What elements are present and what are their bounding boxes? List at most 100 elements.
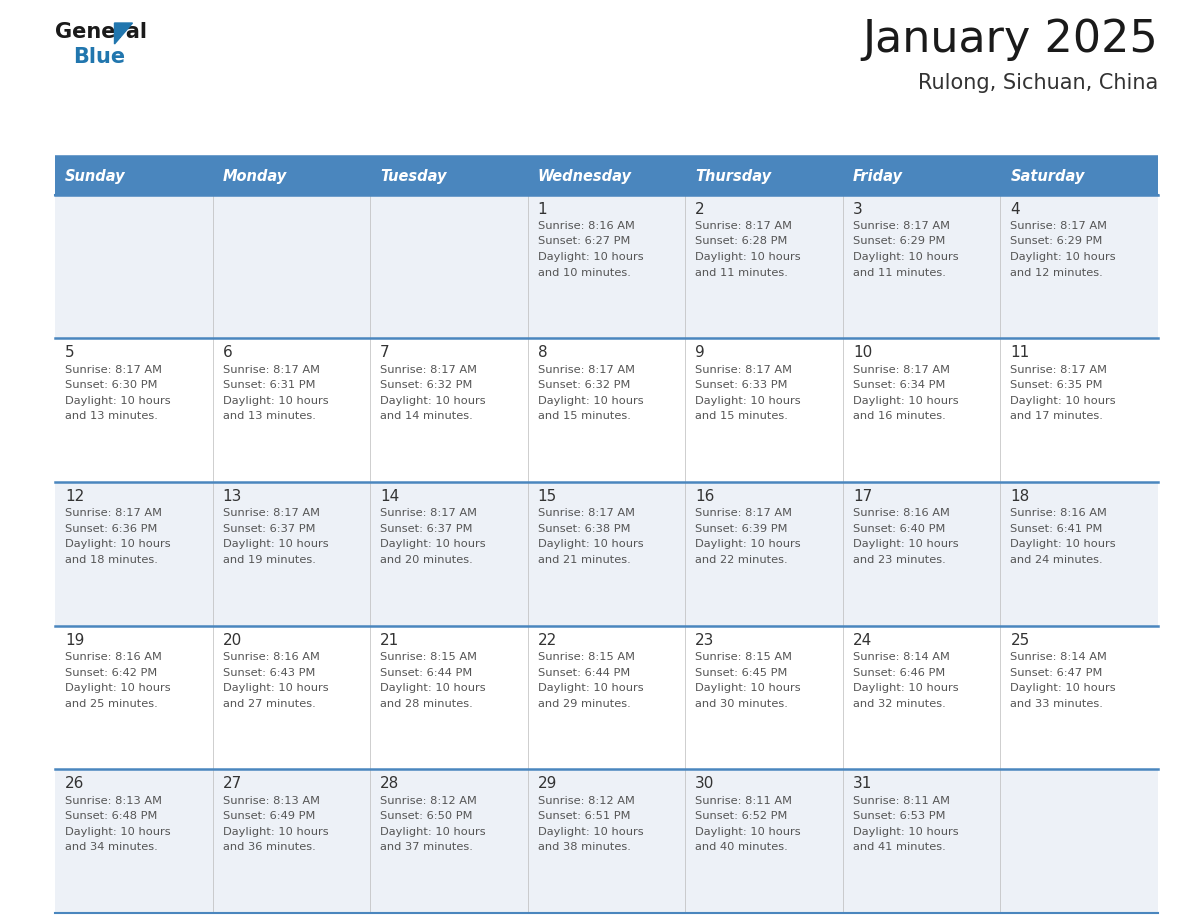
Bar <box>55 482 1158 625</box>
Text: Sunset: 6:44 PM: Sunset: 6:44 PM <box>538 667 630 677</box>
Text: Daylight: 10 hours: Daylight: 10 hours <box>695 683 801 693</box>
Text: and 11 minutes.: and 11 minutes. <box>853 267 946 277</box>
Text: 20: 20 <box>222 633 242 647</box>
Text: Sunset: 6:31 PM: Sunset: 6:31 PM <box>222 380 315 390</box>
Text: and 19 minutes.: and 19 minutes. <box>222 554 316 565</box>
Text: Sunrise: 8:17 AM: Sunrise: 8:17 AM <box>380 509 478 519</box>
Text: Daylight: 10 hours: Daylight: 10 hours <box>853 540 959 549</box>
Text: Daylight: 10 hours: Daylight: 10 hours <box>1011 683 1116 693</box>
Bar <box>527 158 685 195</box>
Text: 30: 30 <box>695 777 715 791</box>
Text: Daylight: 10 hours: Daylight: 10 hours <box>380 540 486 549</box>
Text: and 37 minutes.: and 37 minutes. <box>380 843 473 852</box>
Text: Daylight: 10 hours: Daylight: 10 hours <box>1011 252 1116 262</box>
Text: and 36 minutes.: and 36 minutes. <box>222 843 315 852</box>
Text: Sunrise: 8:17 AM: Sunrise: 8:17 AM <box>380 364 478 375</box>
Text: Sunset: 6:32 PM: Sunset: 6:32 PM <box>538 380 630 390</box>
Text: and 14 minutes.: and 14 minutes. <box>380 411 473 421</box>
Text: 7: 7 <box>380 345 390 360</box>
Text: Sunset: 6:27 PM: Sunset: 6:27 PM <box>538 237 630 247</box>
Text: Sunrise: 8:17 AM: Sunrise: 8:17 AM <box>853 221 950 231</box>
Text: Sunrise: 8:17 AM: Sunrise: 8:17 AM <box>65 364 162 375</box>
Text: and 13 minutes.: and 13 minutes. <box>65 411 158 421</box>
Text: Sunrise: 8:17 AM: Sunrise: 8:17 AM <box>538 509 634 519</box>
Text: Sunset: 6:45 PM: Sunset: 6:45 PM <box>695 667 788 677</box>
Text: Sunset: 6:35 PM: Sunset: 6:35 PM <box>1011 380 1102 390</box>
Text: 31: 31 <box>853 777 872 791</box>
Text: 1: 1 <box>538 201 548 217</box>
Text: Sunset: 6:32 PM: Sunset: 6:32 PM <box>380 380 473 390</box>
Text: Wednesday: Wednesday <box>538 169 632 184</box>
Text: 13: 13 <box>222 489 242 504</box>
Bar <box>55 769 1158 913</box>
Text: and 20 minutes.: and 20 minutes. <box>380 554 473 565</box>
Text: Sunset: 6:53 PM: Sunset: 6:53 PM <box>853 812 946 822</box>
Text: Sunday: Sunday <box>65 169 126 184</box>
Text: Daylight: 10 hours: Daylight: 10 hours <box>695 252 801 262</box>
Text: and 18 minutes.: and 18 minutes. <box>65 554 158 565</box>
Text: Sunrise: 8:17 AM: Sunrise: 8:17 AM <box>853 364 950 375</box>
Text: Sunrise: 8:15 AM: Sunrise: 8:15 AM <box>695 652 792 662</box>
Text: and 32 minutes.: and 32 minutes. <box>853 699 946 709</box>
Bar <box>685 158 842 195</box>
Text: Sunset: 6:28 PM: Sunset: 6:28 PM <box>695 237 788 247</box>
Text: Sunrise: 8:17 AM: Sunrise: 8:17 AM <box>1011 364 1107 375</box>
Text: 4: 4 <box>1011 201 1020 217</box>
Text: Daylight: 10 hours: Daylight: 10 hours <box>853 252 959 262</box>
Text: Sunset: 6:39 PM: Sunset: 6:39 PM <box>695 524 788 534</box>
Text: Sunrise: 8:16 AM: Sunrise: 8:16 AM <box>222 652 320 662</box>
Text: Sunrise: 8:17 AM: Sunrise: 8:17 AM <box>538 364 634 375</box>
Bar <box>55 195 1158 338</box>
Text: and 15 minutes.: and 15 minutes. <box>695 411 788 421</box>
Text: 12: 12 <box>65 489 84 504</box>
Text: Daylight: 10 hours: Daylight: 10 hours <box>538 540 644 549</box>
Text: and 27 minutes.: and 27 minutes. <box>222 699 315 709</box>
Text: Sunrise: 8:14 AM: Sunrise: 8:14 AM <box>1011 652 1107 662</box>
Text: Daylight: 10 hours: Daylight: 10 hours <box>1011 396 1116 406</box>
Text: Daylight: 10 hours: Daylight: 10 hours <box>65 540 171 549</box>
Text: Sunset: 6:43 PM: Sunset: 6:43 PM <box>222 667 315 677</box>
Text: Daylight: 10 hours: Daylight: 10 hours <box>222 396 328 406</box>
Text: Blue: Blue <box>74 47 126 67</box>
Text: Sunrise: 8:16 AM: Sunrise: 8:16 AM <box>65 652 162 662</box>
Text: Sunrise: 8:12 AM: Sunrise: 8:12 AM <box>380 796 478 806</box>
Text: 24: 24 <box>853 633 872 647</box>
Text: 18: 18 <box>1011 489 1030 504</box>
Text: Sunrise: 8:12 AM: Sunrise: 8:12 AM <box>538 796 634 806</box>
Text: Sunrise: 8:17 AM: Sunrise: 8:17 AM <box>65 509 162 519</box>
Text: 11: 11 <box>1011 345 1030 360</box>
Text: 21: 21 <box>380 633 399 647</box>
Text: Daylight: 10 hours: Daylight: 10 hours <box>538 683 644 693</box>
Text: Saturday: Saturday <box>1011 169 1085 184</box>
Text: Sunset: 6:29 PM: Sunset: 6:29 PM <box>1011 237 1102 247</box>
Text: Sunset: 6:46 PM: Sunset: 6:46 PM <box>853 667 946 677</box>
Text: 2: 2 <box>695 201 704 217</box>
Text: 22: 22 <box>538 633 557 647</box>
Text: Sunrise: 8:16 AM: Sunrise: 8:16 AM <box>853 509 949 519</box>
Text: 5: 5 <box>65 345 75 360</box>
Text: 25: 25 <box>1011 633 1030 647</box>
Text: Friday: Friday <box>853 169 903 184</box>
Text: Daylight: 10 hours: Daylight: 10 hours <box>65 396 171 406</box>
Text: Sunset: 6:49 PM: Sunset: 6:49 PM <box>222 812 315 822</box>
Text: Sunset: 6:41 PM: Sunset: 6:41 PM <box>1011 524 1102 534</box>
Text: 3: 3 <box>853 201 862 217</box>
Text: 9: 9 <box>695 345 704 360</box>
Text: and 11 minutes.: and 11 minutes. <box>695 267 788 277</box>
Text: and 22 minutes.: and 22 minutes. <box>695 554 788 565</box>
Text: and 15 minutes.: and 15 minutes. <box>538 411 631 421</box>
Text: 10: 10 <box>853 345 872 360</box>
Text: Sunset: 6:37 PM: Sunset: 6:37 PM <box>380 524 473 534</box>
Text: and 29 minutes.: and 29 minutes. <box>538 699 631 709</box>
Text: and 40 minutes.: and 40 minutes. <box>695 843 788 852</box>
Text: Sunrise: 8:15 AM: Sunrise: 8:15 AM <box>380 652 478 662</box>
Text: 26: 26 <box>65 777 84 791</box>
Text: Sunrise: 8:17 AM: Sunrise: 8:17 AM <box>1011 221 1107 231</box>
Bar <box>55 158 213 195</box>
Polygon shape <box>114 23 133 44</box>
Text: Tuesday: Tuesday <box>380 169 447 184</box>
Text: Sunrise: 8:11 AM: Sunrise: 8:11 AM <box>695 796 792 806</box>
Text: Daylight: 10 hours: Daylight: 10 hours <box>65 827 171 837</box>
Bar <box>842 158 1000 195</box>
Text: Sunrise: 8:13 AM: Sunrise: 8:13 AM <box>65 796 162 806</box>
